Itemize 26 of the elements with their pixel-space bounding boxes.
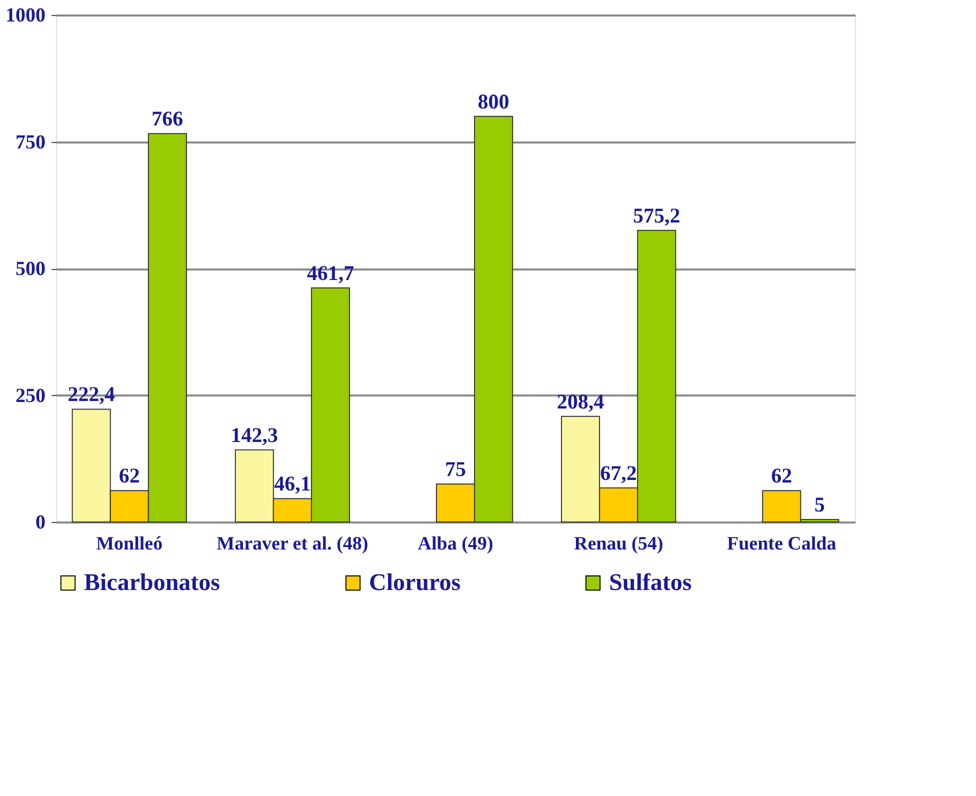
y-tick-label: 1000 bbox=[6, 4, 46, 26]
x-tick-label: Monlleó bbox=[96, 534, 163, 554]
legend-label: Cloruros bbox=[369, 570, 461, 596]
x-tick-label: Alba (49) bbox=[418, 534, 494, 554]
data-label: 46,1 bbox=[274, 472, 311, 496]
y-tick-label: 0 bbox=[36, 512, 46, 534]
x-tick-label: Maraver et al. (48) bbox=[216, 534, 368, 554]
y-tick-label: 500 bbox=[16, 258, 46, 280]
data-label: 5 bbox=[814, 492, 825, 516]
data-label: 222,4 bbox=[68, 382, 116, 406]
data-label: 142,3 bbox=[230, 422, 278, 447]
data-label: 208,4 bbox=[556, 389, 605, 414]
y-tick-label: 250 bbox=[16, 384, 46, 407]
data-label: 766 bbox=[152, 106, 184, 131]
data-label: 75 bbox=[445, 456, 466, 481]
legend-label: Sulfatos bbox=[609, 570, 692, 596]
data-label: 62 bbox=[118, 464, 140, 488]
x-tick-label: Fuente Calda bbox=[726, 534, 837, 554]
legend-label: Bicarbonatos bbox=[84, 570, 220, 596]
data-label: 461,7 bbox=[306, 260, 354, 285]
data-label: 67,2 bbox=[600, 460, 637, 485]
y-tick-label: 750 bbox=[16, 131, 46, 154]
data-label: 575,2 bbox=[632, 203, 680, 228]
data-label: 62 bbox=[771, 464, 792, 488]
data-label: 800 bbox=[478, 89, 510, 114]
x-tick-label: Renau (54) bbox=[574, 534, 664, 554]
